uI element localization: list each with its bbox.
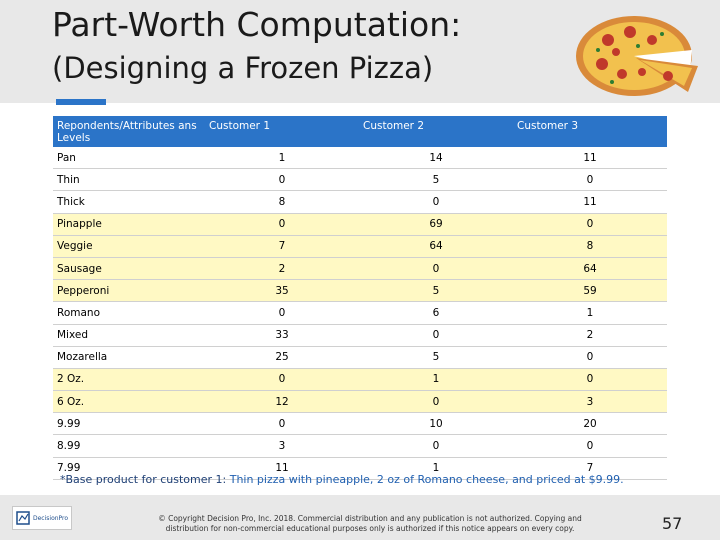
table-row: Mozarella 25 5 0 [53, 346, 667, 369]
cell-customer-1: 3 [205, 434, 359, 458]
table-row: Thick 8 0 11 [53, 190, 667, 214]
cell-customer-2: 0 [359, 390, 513, 414]
row-label: Thick [53, 190, 205, 214]
cell-customer-2: 0 [359, 324, 513, 347]
cell-customer-1: 0 [205, 168, 359, 192]
row-label: Pepperoni [53, 279, 205, 303]
cell-customer-1: 0 [205, 368, 359, 392]
copyright-notice: © Copyright Decision Pro, Inc. 2018. Com… [158, 514, 582, 533]
table-row: 7.99 11 1 7 [53, 457, 667, 480]
cell-customer-1: 11 [205, 457, 359, 480]
cell-customer-3: 0 [513, 368, 667, 392]
cell-customer-3: 59 [513, 279, 667, 303]
header-customer-1: Customer 1 [205, 116, 359, 147]
cell-customer-2: 6 [359, 301, 513, 325]
table-row: Sausage 2 0 64 [53, 257, 667, 281]
table-row: 6 Oz. 12 0 3 [53, 390, 667, 414]
table-row: Thin 0 5 0 [53, 168, 667, 192]
cell-customer-1: 35 [205, 279, 359, 303]
cell-customer-2: 5 [359, 346, 513, 369]
row-label: 9.99 [53, 412, 205, 436]
cell-customer-2: 5 [359, 168, 513, 192]
logo-mark-icon [16, 511, 30, 525]
table-row: 9.99 0 10 20 [53, 412, 667, 436]
table-row: Veggie 7 64 8 [53, 235, 667, 258]
cell-customer-3: 11 [513, 147, 667, 170]
cell-customer-3: 3 [513, 390, 667, 414]
table-row: Romano 0 6 1 [53, 301, 667, 325]
footnote-text: Thin pizza with pineapple, 2 oz of Roman… [229, 473, 624, 486]
footnote-prefix: *Base product for customer 1: [60, 473, 230, 486]
cell-customer-3: 0 [513, 213, 667, 236]
row-label: Sausage [53, 257, 205, 281]
slide-title-line-2: (Designing a Frozen Pizza) [52, 51, 434, 85]
row-label: Pinapple [53, 213, 205, 236]
cell-customer-3: 0 [513, 346, 667, 369]
row-label: Mixed [53, 324, 205, 347]
footnote: *Base product for customer 1: Thin pizza… [60, 473, 624, 486]
header-attributes: Repondents/Attributes ans Levels [53, 116, 205, 147]
table-row: Mixed 33 0 2 [53, 324, 667, 347]
table-row: Pepperoni 35 5 59 [53, 279, 667, 303]
table-header-row: Repondents/Attributes ans Levels Custome… [53, 116, 667, 147]
row-label: Pan [53, 147, 205, 170]
cell-customer-1: 1 [205, 147, 359, 170]
table-row: Pan 1 14 11 [53, 147, 667, 170]
cell-customer-3: 7 [513, 457, 667, 480]
cell-customer-1: 0 [205, 213, 359, 236]
cell-customer-3: 11 [513, 190, 667, 214]
header-customer-3: Customer 3 [513, 116, 667, 147]
header-customer-2: Customer 2 [359, 116, 513, 147]
row-label: 6 Oz. [53, 390, 205, 414]
cell-customer-3: 2 [513, 324, 667, 347]
cell-customer-1: 0 [205, 301, 359, 325]
table-row: 2 Oz. 0 1 0 [53, 368, 667, 392]
part-worth-table: Repondents/Attributes ans Levels Custome… [53, 116, 667, 480]
table-row: Pinapple 0 69 0 [53, 213, 667, 236]
page-number: 57 [662, 514, 683, 533]
cell-customer-2: 10 [359, 412, 513, 436]
row-label: 7.99 [53, 457, 205, 480]
cell-customer-3: 20 [513, 412, 667, 436]
cell-customer-1: 7 [205, 235, 359, 258]
cell-customer-3: 1 [513, 301, 667, 325]
cell-customer-2: 5 [359, 279, 513, 303]
cell-customer-1: 25 [205, 346, 359, 369]
cell-customer-2: 0 [359, 434, 513, 458]
cell-customer-3: 8 [513, 235, 667, 258]
row-label: Romano [53, 301, 205, 325]
row-label: Veggie [53, 235, 205, 258]
cell-customer-3: 64 [513, 257, 667, 281]
cell-customer-2: 14 [359, 147, 513, 170]
cell-customer-1: 2 [205, 257, 359, 281]
decisionpro-logo-icon: DecisionPro [12, 506, 72, 530]
cell-customer-3: 0 [513, 434, 667, 458]
row-label: 2 Oz. [53, 368, 205, 392]
table-body: Pan 1 14 11 Thin 0 5 0 Thick 8 0 11 Pinapple 0 69 0 Vegg… [53, 147, 667, 480]
slide-title-line-1: Part-Worth Computation: [52, 5, 462, 44]
logo-text: DecisionPro [33, 514, 69, 522]
table-row: 8.99 3 0 0 [53, 434, 667, 458]
footer-band [0, 495, 720, 540]
cell-customer-1: 12 [205, 390, 359, 414]
cell-customer-2: 69 [359, 213, 513, 236]
row-label: Thin [53, 168, 205, 192]
cell-customer-1: 8 [205, 190, 359, 214]
cell-customer-2: 1 [359, 368, 513, 392]
cell-customer-2: 0 [359, 257, 513, 281]
row-label: Mozarella [53, 346, 205, 369]
pizza-image [576, 16, 698, 96]
row-label: 8.99 [53, 434, 205, 458]
cell-customer-3: 0 [513, 168, 667, 192]
cell-customer-2: 0 [359, 190, 513, 214]
cell-customer-1: 0 [205, 412, 359, 436]
cell-customer-2: 64 [359, 235, 513, 258]
title-accent-bar [56, 99, 106, 105]
cell-customer-2: 1 [359, 457, 513, 480]
cell-customer-1: 33 [205, 324, 359, 347]
